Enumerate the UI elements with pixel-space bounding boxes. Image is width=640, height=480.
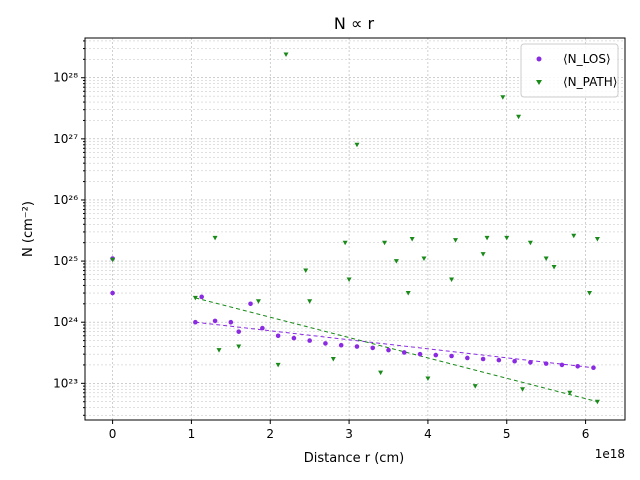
legend-marker-path	[536, 80, 542, 85]
data-point-path	[216, 348, 222, 353]
data-point-path	[516, 114, 522, 120]
data-point-los	[417, 351, 423, 357]
legend: ⟨N_LOS⟩ ⟨N_PATH⟩	[520, 43, 619, 98]
data-point-los	[291, 335, 297, 341]
axis-ticks: 0 1 2 3 4 5 6 10²³ 10²⁴ 10²⁵ 10²⁶ 10²⁷ 10²⁸	[53, 40, 590, 441]
data-point-los	[559, 362, 565, 368]
data-point-los	[543, 361, 549, 366]
data-point-path	[192, 295, 198, 301]
data-point-path	[449, 277, 455, 282]
data-point-path	[594, 236, 600, 242]
data-point-path	[421, 256, 427, 262]
data-point-path	[453, 238, 459, 243]
x-offset-label: 1e18	[595, 447, 625, 461]
data-point-los	[465, 355, 470, 361]
data-point-path	[330, 357, 336, 362]
data-point-path	[472, 384, 478, 389]
data-point-los	[449, 353, 454, 359]
chart-title: N ∝ r	[334, 14, 375, 33]
data-point-path	[346, 277, 352, 282]
data-point-los	[480, 356, 486, 362]
data-point-los	[575, 363, 581, 369]
x-tick-label: 3	[345, 427, 353, 441]
data-point-path	[484, 235, 490, 241]
data-point-los	[338, 342, 344, 348]
data-point-path	[500, 95, 506, 100]
trend-line-los	[195, 321, 594, 369]
data-point-los	[307, 338, 312, 343]
data-point-path	[587, 291, 593, 296]
legend-box	[520, 43, 619, 98]
data-point-path	[480, 252, 486, 257]
y-axis-label: N (cm⁻²)	[21, 201, 36, 257]
x-tick-label: 0	[109, 427, 117, 441]
data-point-path	[393, 259, 399, 264]
y-tick-label: 10²⁴	[53, 315, 78, 329]
y-tick-label: 10²³	[53, 376, 78, 390]
data-point-path	[594, 399, 600, 405]
data-point-los	[512, 358, 517, 364]
data-point-los	[228, 319, 234, 325]
trend-lines	[195, 297, 598, 403]
data-point-path	[405, 291, 411, 296]
data-point-los	[528, 360, 533, 365]
data-point-los	[248, 301, 253, 307]
legend-marker-los	[536, 56, 542, 62]
data-point-path	[543, 256, 549, 262]
y-tick-label: 10²⁷	[53, 132, 78, 146]
x-tick-label: 4	[424, 427, 432, 441]
data-point-path	[571, 233, 577, 239]
data-point-los	[275, 333, 281, 339]
data-point-los	[236, 329, 242, 334]
legend-label-los: ⟨N_LOS⟩	[563, 52, 611, 66]
x-tick-label: 1	[188, 427, 196, 441]
data-point-los	[354, 344, 360, 349]
data-point-path	[520, 387, 526, 392]
data-point-los	[433, 352, 439, 358]
data-point-los	[496, 357, 502, 363]
data-point-path	[409, 236, 415, 242]
data-point-los	[401, 350, 407, 355]
data-point-los	[591, 365, 596, 371]
data-point-path	[307, 299, 313, 304]
data-point-path	[382, 240, 388, 246]
x-tick-label: 5	[503, 427, 511, 441]
data-point-path	[342, 240, 348, 246]
data-point-path	[255, 299, 261, 304]
x-tick-label: 2	[266, 427, 274, 441]
data-point-path	[212, 235, 218, 241]
legend-label-path: ⟨N_PATH⟩	[563, 75, 617, 89]
data-point-los	[386, 347, 391, 353]
data-point-path	[275, 362, 281, 368]
data-point-los	[260, 325, 265, 331]
y-tick-label: 10²⁸	[53, 71, 78, 85]
data-point-path	[303, 268, 309, 274]
data-point-los	[193, 319, 198, 325]
data-point-path	[527, 240, 533, 246]
data-point-path	[283, 52, 289, 57]
series-points	[110, 52, 600, 405]
data-point-path	[504, 235, 510, 241]
x-axis-label: Distance r (cm)	[304, 451, 404, 466]
data-point-path	[551, 265, 557, 270]
trend-line-path	[195, 297, 598, 403]
data-point-path	[425, 376, 431, 381]
data-point-path	[110, 257, 116, 263]
data-point-path	[378, 370, 384, 376]
y-tick-label: 10²⁶	[53, 193, 78, 207]
grid-lines	[85, 38, 625, 420]
plot-frame	[84, 37, 626, 421]
x-tick-label: 6	[582, 427, 590, 441]
data-point-path	[354, 142, 360, 148]
data-point-los	[212, 318, 218, 324]
data-point-los	[199, 294, 204, 300]
data-point-path	[567, 390, 573, 396]
data-point-los	[323, 341, 328, 346]
data-point-path	[236, 344, 242, 350]
y-tick-label: 10²⁵	[53, 254, 78, 268]
data-point-los	[110, 290, 115, 296]
data-point-los	[370, 345, 376, 351]
